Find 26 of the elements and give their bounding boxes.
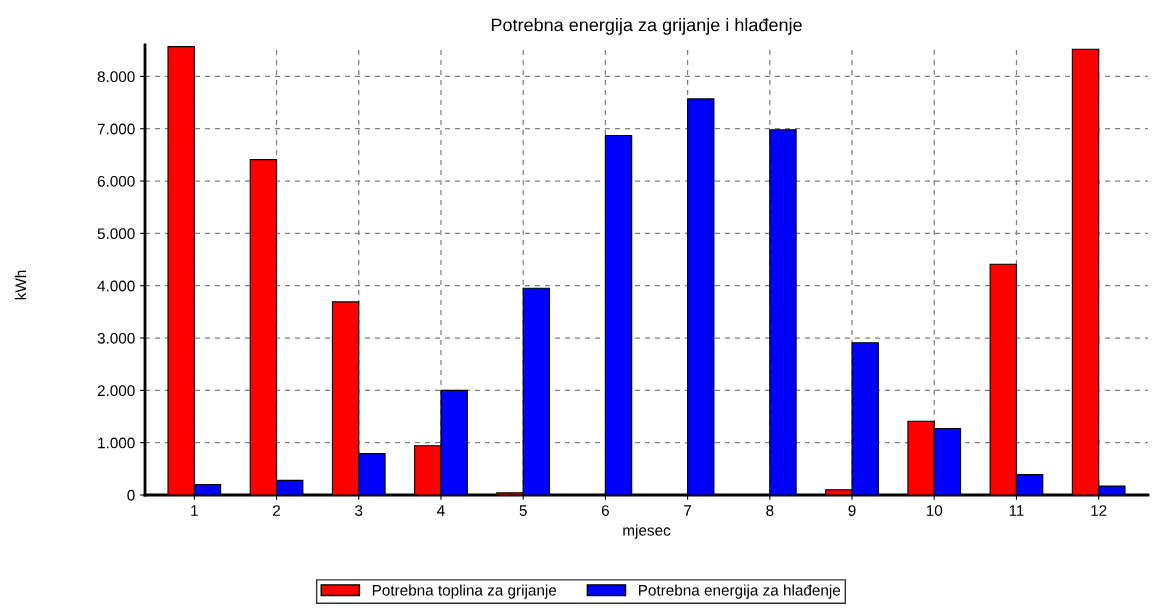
chart-title: Potrebna energija za grijanje i hlađenje bbox=[491, 18, 802, 35]
x-tick-label: 8 bbox=[766, 505, 774, 516]
y-tick-label: 8.000 bbox=[97, 71, 135, 83]
x-tick-label: 10 bbox=[926, 505, 943, 516]
x-tick-label: 7 bbox=[684, 505, 692, 516]
legend-label: Potrebna toplina za grijanje bbox=[372, 584, 557, 599]
x-tick-label: 1 bbox=[191, 505, 198, 516]
x-tick-label: 3 bbox=[355, 505, 363, 516]
y-tick-label: 4.000 bbox=[97, 280, 135, 292]
y-tick-label: 0 bbox=[127, 489, 135, 501]
x-tick-label: 2 bbox=[273, 505, 281, 516]
y-tick-label: 3.000 bbox=[97, 332, 135, 344]
y-tick-label: 6.000 bbox=[97, 175, 135, 187]
y-tick-label: 7.000 bbox=[97, 123, 135, 135]
x-tick-label: 4 bbox=[437, 505, 445, 516]
x-tick-label: 9 bbox=[848, 505, 856, 516]
y-tick-label: 5.000 bbox=[97, 228, 135, 240]
legend-label: Potrebna energija za hlađenje bbox=[639, 584, 841, 599]
y-axis-title: kWh bbox=[14, 270, 26, 300]
x-tick-label: 6 bbox=[601, 505, 609, 516]
x-tick-label: 12 bbox=[1091, 505, 1107, 516]
x-axis-title: mjesec bbox=[623, 524, 671, 539]
y-tick-label: 2.000 bbox=[97, 385, 135, 397]
x-tick-label: 5 bbox=[519, 505, 527, 516]
y-tick-label: 1.000 bbox=[98, 437, 135, 449]
x-tick-label: 11 bbox=[1009, 505, 1024, 516]
